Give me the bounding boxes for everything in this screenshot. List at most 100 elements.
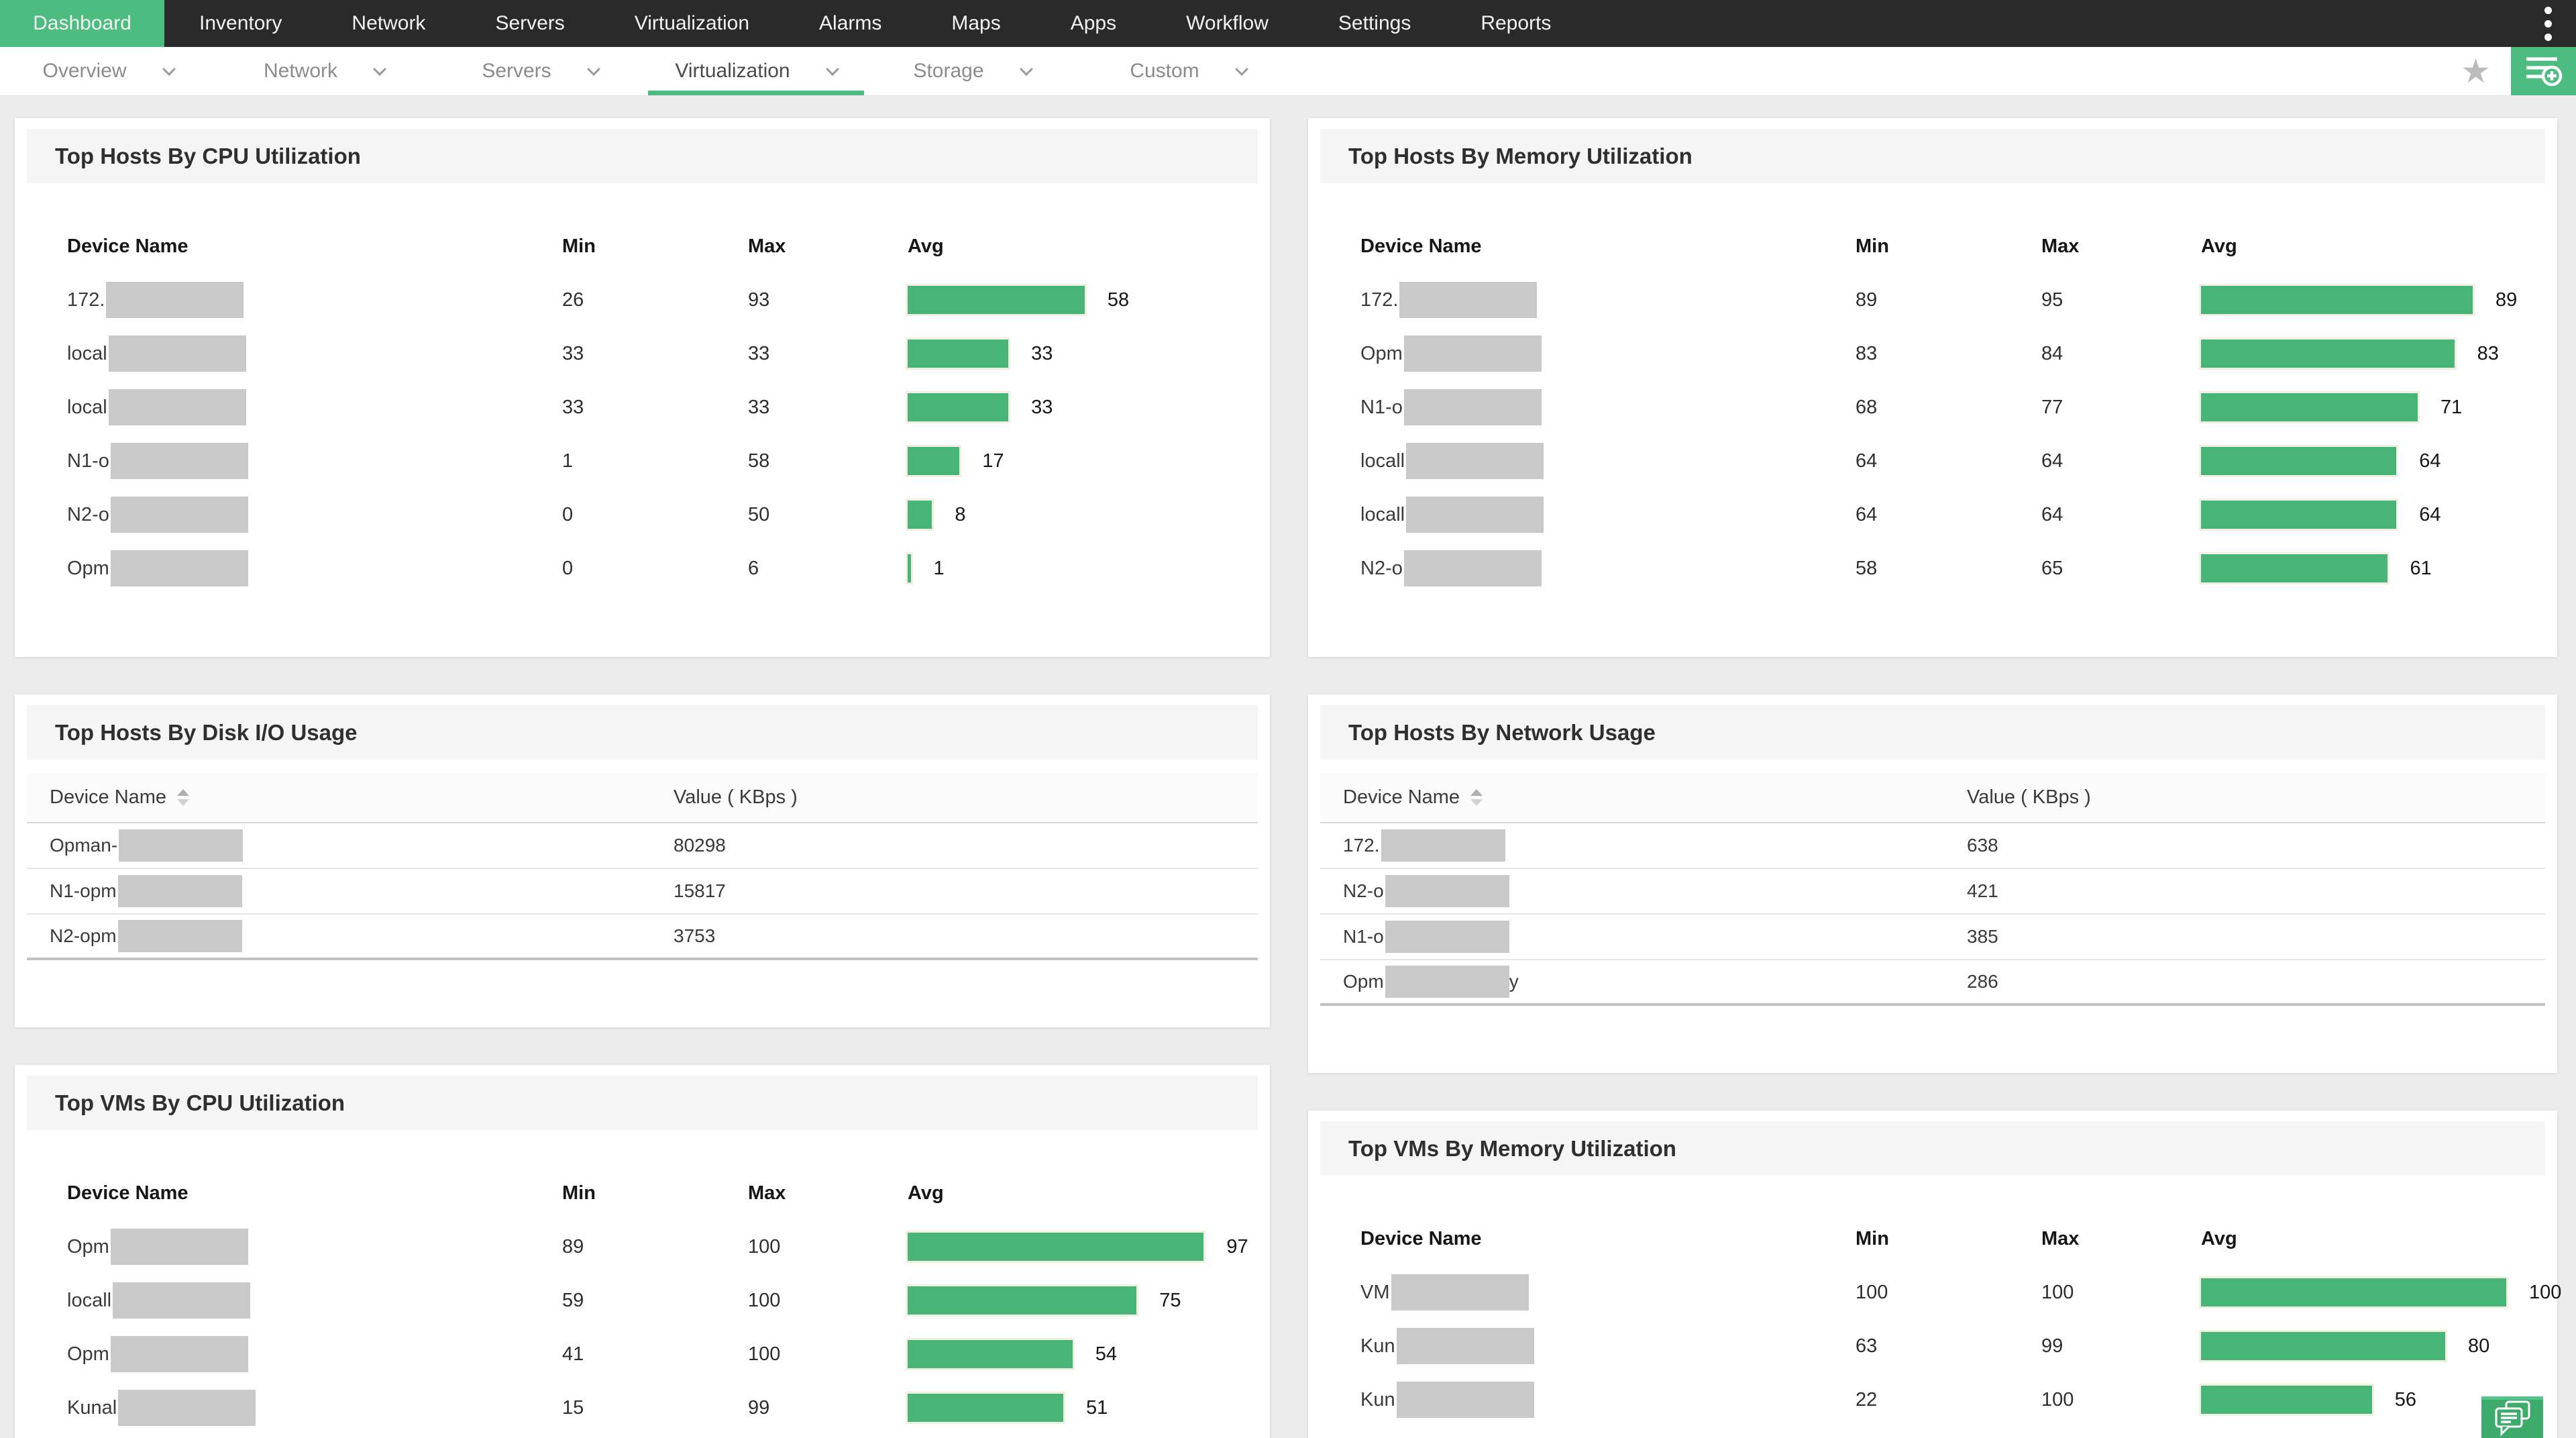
avg-value: 83: [2477, 342, 2499, 364]
avg-value: 17: [982, 450, 1004, 472]
table-row: N2-o 58 65 61: [1360, 542, 2532, 595]
panel-title: Top Hosts By Network Usage: [1348, 719, 1656, 745]
device-name-link[interactable]: Opm: [67, 550, 562, 586]
device-name-link[interactable]: 172.: [67, 282, 562, 318]
panel-header: Top Hosts By Disk I/O Usage: [27, 705, 1258, 760]
device-name-link[interactable]: N1-opm: [50, 875, 674, 907]
dashboard-tabs: Overview Network Servers Virtualization Stor…: [0, 47, 1296, 95]
nav-item-dashboard[interactable]: Dashboard: [0, 0, 164, 47]
avg-bar: [906, 284, 1087, 316]
device-name-link[interactable]: local: [67, 336, 562, 372]
device-name-link[interactable]: Opm: [67, 1229, 562, 1265]
device-name-link[interactable]: Opm: [67, 1336, 562, 1372]
list-table-header: Device Name Value ( KBps ): [1320, 773, 2545, 823]
avg-bar: [905, 499, 934, 531]
tab-label: Custom: [1130, 60, 1199, 82]
device-name-link[interactable]: Opm y: [1343, 966, 1967, 998]
nav-item-workflow[interactable]: Workflow: [1186, 12, 1269, 34]
tab-servers[interactable]: Servers: [432, 47, 648, 95]
panel-top-hosts-by-cpu-utilization: Top Hosts By CPU Utilization Device Name M…: [15, 118, 1270, 657]
chat-support-button[interactable]: [2481, 1396, 2543, 1438]
avg-value: 33: [1031, 396, 1053, 418]
nav-item-inventory[interactable]: Inventory: [199, 12, 282, 34]
panel-top-hosts-by-network-usage: Top Hosts By Network Usage Device Name Val…: [1308, 695, 2557, 1073]
device-name-link[interactable]: Opman-: [50, 829, 674, 862]
column-header-value-kbps: Value ( KBps ): [674, 786, 798, 808]
tab-virtualization[interactable]: Virtualization: [648, 47, 864, 95]
nav-item-apps[interactable]: Apps: [1070, 12, 1117, 34]
device-name-link[interactable]: Kunal: [67, 1390, 562, 1426]
device-name-prefix: Opm: [67, 557, 109, 579]
redacted-device-name: [1396, 1328, 1534, 1364]
device-name-prefix: N1-o: [1343, 926, 1384, 947]
top-nav: Dashboard Inventory Network Servers Virtuali…: [0, 0, 2576, 47]
min-value: 33: [562, 396, 584, 418]
column-header-avg: Avg: [2201, 235, 2237, 257]
device-name-prefix: Kun: [1360, 1388, 1395, 1410]
sort-icon[interactable]: [1470, 789, 1483, 806]
nav-item-alarms[interactable]: Alarms: [819, 12, 882, 34]
device-name-link[interactable]: local: [67, 389, 562, 425]
device-name-link[interactable]: N1-o: [1343, 921, 1967, 953]
redacted-device-name: [1385, 966, 1509, 998]
device-name-link[interactable]: N2-opm: [50, 920, 674, 952]
device-name-link[interactable]: Kun: [1360, 1328, 1856, 1364]
device-name-link[interactable]: N2-o: [67, 497, 562, 533]
tab-overview[interactable]: Overview: [0, 47, 216, 95]
device-name-prefix: N2-o: [1343, 880, 1384, 901]
column-header-device-name: Device Name: [1360, 1227, 1482, 1249]
usage-value: 421: [1967, 880, 1998, 901]
table-row: N2-opm 3753: [27, 915, 1258, 960]
sort-icon[interactable]: [177, 789, 190, 806]
device-name-link[interactable]: VM: [1360, 1274, 1856, 1311]
avg-value: 61: [2410, 557, 2432, 579]
add-dashboard-button[interactable]: [2511, 47, 2576, 95]
tab-network[interactable]: Network: [216, 47, 432, 95]
device-name-link[interactable]: locall: [1360, 443, 1856, 479]
panel-header: Top Hosts By CPU Utilization: [27, 129, 1258, 183]
tab-label: Network: [263, 60, 338, 82]
column-header-device-name[interactable]: Device Name: [50, 786, 674, 809]
device-name-link[interactable]: Kun: [1360, 1382, 1856, 1418]
device-name-link[interactable]: N2-o: [1343, 875, 1967, 907]
nav-item-virtualization[interactable]: Virtualization: [634, 12, 750, 34]
avg-cell: 100: [2199, 1276, 2562, 1308]
min-value: 83: [1856, 342, 1878, 364]
kebab-menu-icon[interactable]: [2520, 0, 2576, 47]
nav-item-settings[interactable]: Settings: [1338, 12, 1411, 34]
device-name-link[interactable]: locall: [1360, 497, 1856, 533]
redacted-device-name: [1396, 1382, 1534, 1418]
device-name-link[interactable]: N2-o: [1360, 550, 1856, 586]
device-name-link[interactable]: 172.: [1360, 282, 1856, 318]
panel-title: Top VMs By Memory Utilization: [1348, 1135, 1676, 1161]
nav-item-maps[interactable]: Maps: [951, 12, 1001, 34]
table-row: N1-o 1 58 17: [67, 434, 1244, 488]
avg-cell: 1: [906, 552, 1244, 584]
avg-value: 100: [2529, 1281, 2562, 1303]
column-header-max: Max: [748, 235, 786, 257]
device-name-link[interactable]: N1-o: [1360, 389, 1856, 425]
device-name-link[interactable]: N1-o: [67, 443, 562, 479]
tab-storage[interactable]: Storage: [864, 47, 1080, 95]
tab-custom[interactable]: Custom: [1080, 47, 1296, 95]
nav-item-servers[interactable]: Servers: [495, 12, 565, 34]
table-row: Kun 22 100 56: [1360, 1373, 2532, 1427]
avg-value: 71: [2440, 396, 2463, 418]
device-name-link[interactable]: 172.: [1343, 829, 1967, 862]
tab-label: Overview: [42, 60, 127, 82]
device-name-prefix: 172.: [1343, 835, 1380, 856]
nav-item-network[interactable]: Network: [352, 12, 426, 34]
avg-cell: 51: [905, 1392, 1244, 1424]
favorite-star-icon[interactable]: ★: [2461, 52, 2491, 90]
table-row: Kunal 15 99 51: [67, 1381, 1244, 1435]
column-header-device-name[interactable]: Device Name: [1343, 786, 1967, 809]
bar-table-header: Device Name Min Max Avg: [67, 226, 1244, 266]
min-value: 0: [562, 557, 574, 579]
min-value: 26: [562, 289, 584, 311]
usage-value: 3753: [674, 925, 716, 946]
device-name-link[interactable]: Opm: [1360, 336, 1856, 372]
device-name-suffix: y: [1509, 971, 1519, 992]
nav-item-reports[interactable]: Reports: [1481, 12, 1552, 34]
device-name-link[interactable]: locall: [67, 1282, 562, 1319]
chevron-down-icon: [825, 62, 839, 76]
